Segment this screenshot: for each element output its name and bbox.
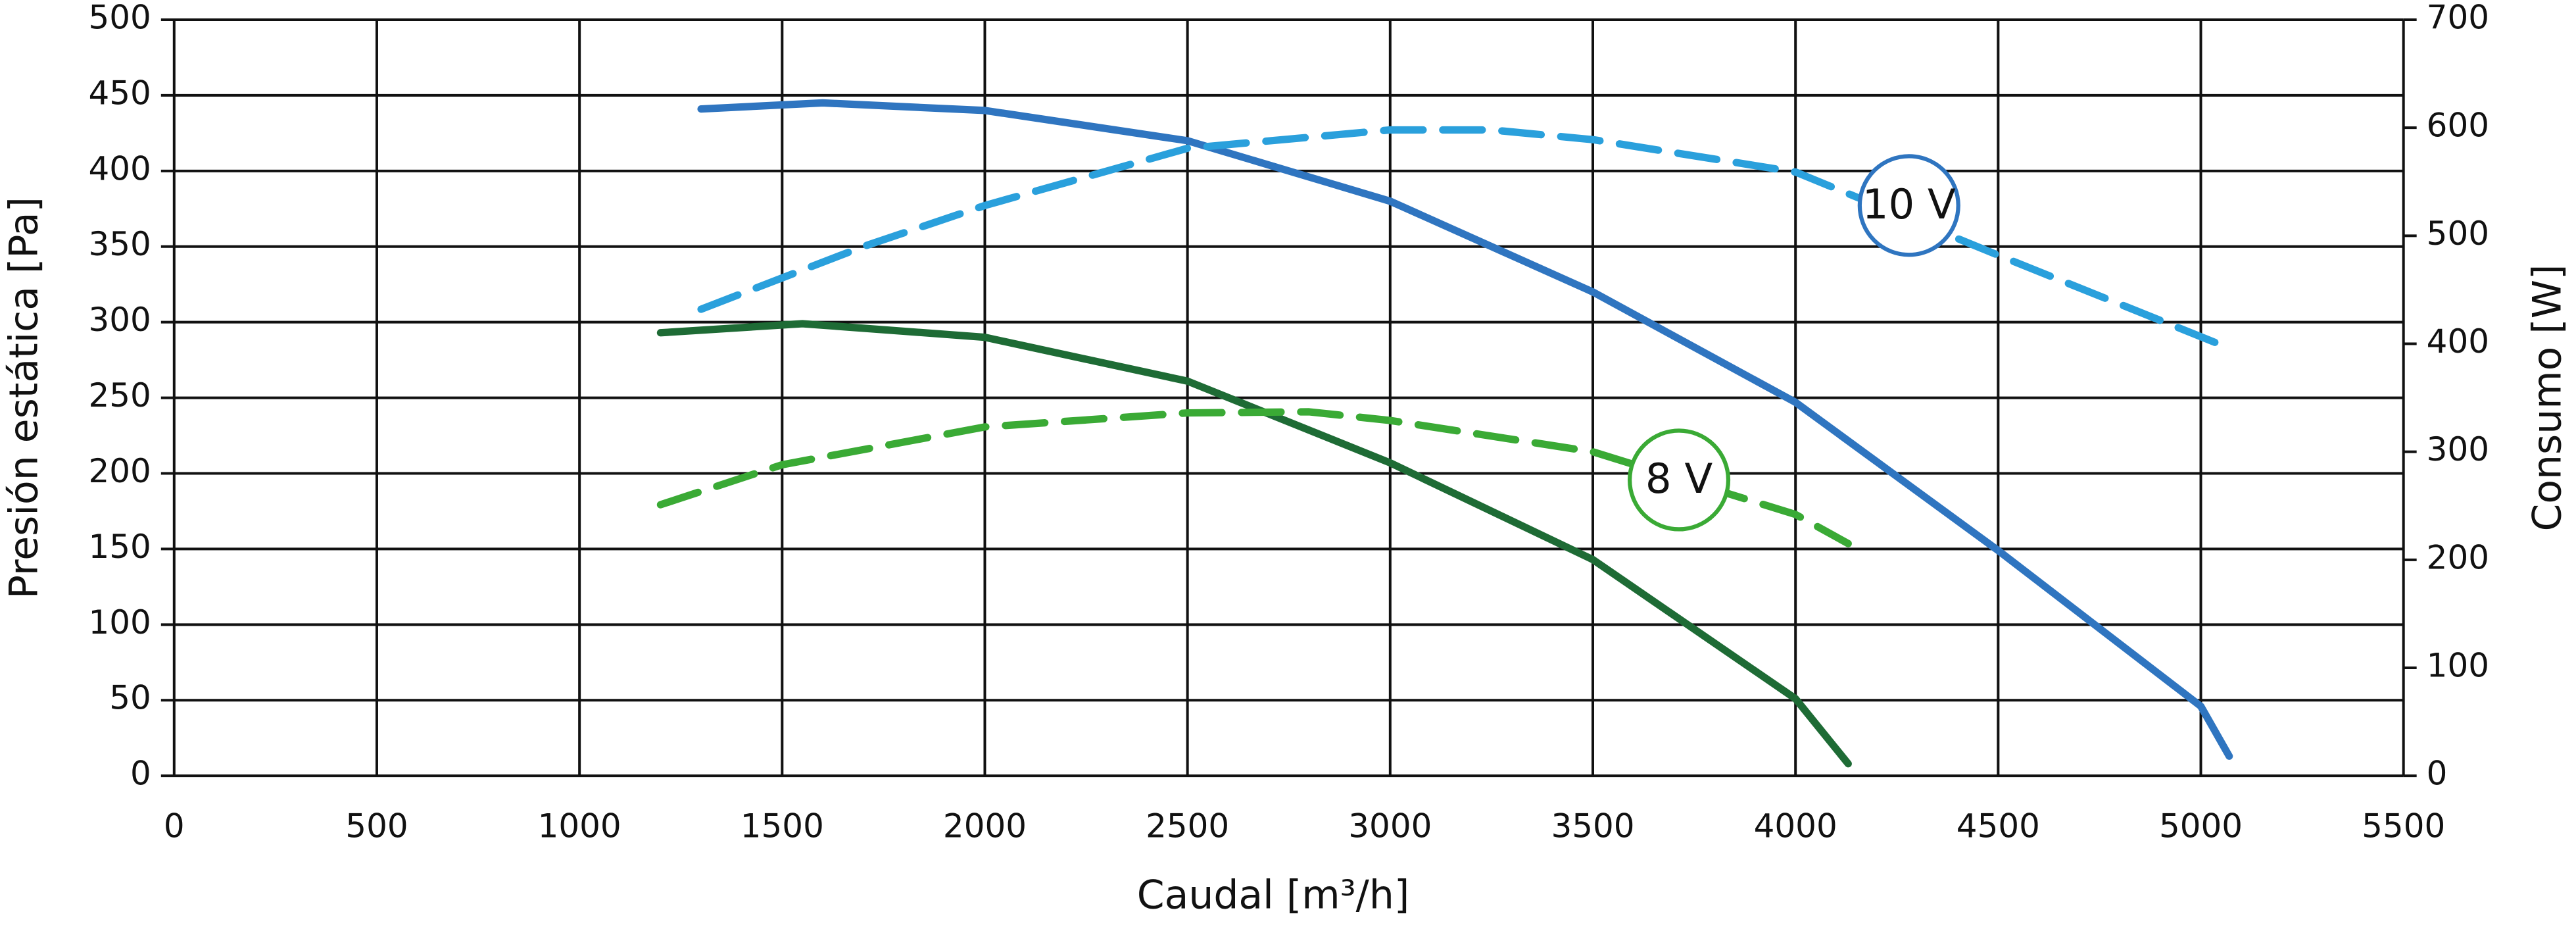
y-tick-label: 250 <box>88 376 151 415</box>
y2-tick-label: 400 <box>2427 322 2489 361</box>
y-tick-label: 450 <box>88 74 151 112</box>
y-tick-label: 0 <box>130 755 151 793</box>
y-tick-label: 500 <box>88 0 151 37</box>
series-line <box>697 99 2233 760</box>
y2-tick-label: 500 <box>2427 214 2489 253</box>
annotation-circle <box>1627 428 1731 532</box>
x-tick-label: 0 <box>164 807 185 845</box>
y2-tick-label: 600 <box>2427 107 2489 145</box>
x-tick-label: 5500 <box>2362 807 2445 845</box>
y-tick-label: 150 <box>88 528 151 566</box>
y-axis-label: Presión estática [Pa] <box>1 197 47 599</box>
y2-axis-label: Consumo [W] <box>2525 264 2571 532</box>
x-tick-label: 5000 <box>2159 807 2243 845</box>
x-tick-label: 3500 <box>1551 807 1634 845</box>
x-tick-label: 2000 <box>943 807 1027 845</box>
y2-tick-label: 100 <box>2427 646 2489 684</box>
y-tick-label: 50 <box>109 679 151 717</box>
y2-tick-label: 700 <box>2427 0 2489 37</box>
y-tick-label: 200 <box>88 452 151 490</box>
x-tick-label: 1000 <box>538 807 621 845</box>
x-tick-label: 2500 <box>1146 807 1229 845</box>
y2-tick-label: 200 <box>2427 538 2489 576</box>
x-tick-label: 3000 <box>1348 807 1432 845</box>
series-line <box>656 320 1852 768</box>
y-tick-label: 300 <box>88 301 151 339</box>
annotation: 10 V <box>1862 180 1956 228</box>
y2-tick-label: 0 <box>2427 755 2448 793</box>
x-tick-label: 500 <box>345 807 408 845</box>
x-tick-label: 4500 <box>1956 807 2040 845</box>
x-tick-label: 4000 <box>1754 807 1837 845</box>
y-tick-label: 400 <box>88 149 151 188</box>
x-tick-label: 1500 <box>741 807 824 845</box>
annotation-circle <box>1857 154 1960 257</box>
series-line <box>697 126 2225 349</box>
y-tick-label: 350 <box>88 225 151 263</box>
x-axis-label: Caudal [m³/h] <box>1137 872 1409 918</box>
y2-tick-label: 300 <box>2427 430 2489 468</box>
annotation: 8 V <box>1645 455 1713 503</box>
y-tick-label: 100 <box>88 603 151 642</box>
